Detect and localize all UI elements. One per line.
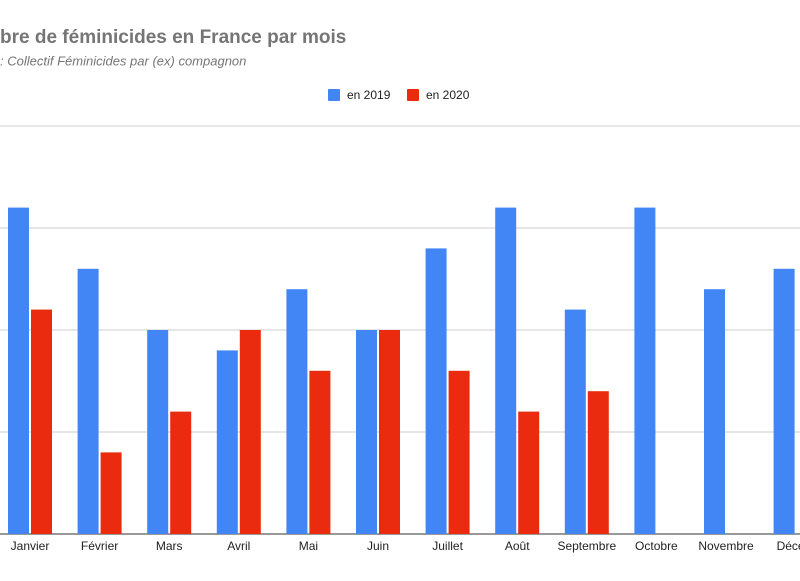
legend-swatch [407,89,419,101]
x-tick-label: Juin [367,539,389,553]
bar [634,207,656,534]
legend-swatch [328,89,340,101]
bar [425,248,447,534]
bar [356,330,377,534]
legend-label: en 2019 [347,88,391,102]
chart-subtitle: : Collectif Féminicides par (ex) compagn… [0,53,246,68]
x-tick-label: Janvier [11,539,50,553]
bar [77,268,99,534]
bar [518,411,540,534]
bar [379,330,400,534]
bar [216,350,238,534]
x-tick-label: Mars [156,539,183,553]
bar [564,309,586,534]
bar [495,207,517,534]
x-tick-label: Juillet [432,539,463,553]
x-tick-label: Février [81,539,118,553]
legend-label: en 2020 [426,88,470,102]
bar [170,411,192,534]
x-tick-label: Mai [299,539,318,553]
x-tick-label: Septembre [557,539,616,553]
bar [100,452,122,534]
bar [309,370,331,534]
bar [773,268,795,534]
bar [286,289,308,534]
x-tick-label: Décem [777,539,800,553]
bar [147,330,169,534]
bar [704,289,725,534]
x-tick-label: Novembre [698,539,754,553]
chart-title: bre de féminicides en France par mois [0,27,346,48]
bar [8,207,29,534]
x-tick-label: Octobre [635,539,678,553]
bar [587,391,609,534]
bar [31,309,52,534]
bar [448,370,470,534]
x-tick-label: Août [505,539,530,553]
bar [239,330,261,534]
x-tick-label: Avril [227,539,250,553]
